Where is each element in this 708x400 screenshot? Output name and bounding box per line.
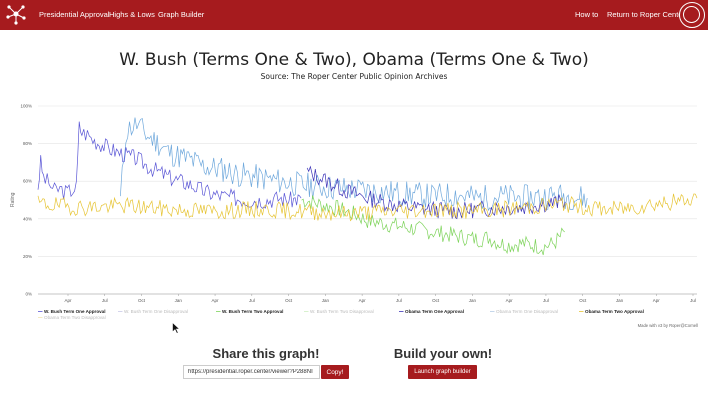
x-tick-label: Oct [432, 298, 440, 303]
navbar: Presidential Approval Highs & Lows Graph… [0, 0, 708, 30]
chart-grid [38, 105, 697, 295]
x-tick-label: Oct [579, 298, 587, 303]
x-tick-label: Jan [175, 298, 183, 303]
y-axis-labels: 0% 20% 40% 60% 80% 100% [20, 104, 32, 297]
build-heading: Build your own! [393, 346, 493, 361]
legend-item[interactable]: Obama Term One Approval [405, 309, 464, 314]
x-tick-label: Jul [690, 298, 696, 303]
cornell-seal-icon[interactable] [679, 2, 705, 28]
chart-legend: W. Bush Term One Approval W. Bush Term On… [38, 309, 644, 320]
x-axis-labels: Apr Jul Oct Jan Apr Jul Oct Jan Apr Jul Oct Jan Apr J… [64, 294, 696, 303]
chart-credit: Made with v3 by Roper@Cornell [638, 323, 698, 328]
x-tick-label: Apr [506, 298, 514, 303]
legend-item[interactable]: W. Bush Term One Approval [44, 309, 106, 314]
share-url-input[interactable] [183, 365, 320, 379]
series-line-0 [37, 121, 302, 210]
chart-series [37, 117, 698, 256]
x-tick-label: Apr [359, 298, 367, 303]
page-title: W. Bush (Terms One & Two), Obama (Terms … [119, 50, 589, 70]
x-tick-label: Apr [212, 298, 220, 303]
x-tick-label: Jul [396, 298, 402, 303]
y-axis-label: Rating [10, 192, 16, 207]
series-line-6 [37, 193, 698, 222]
approval-chart: 0%20%40%60%80%100% Rating Apr Jul Oct Jan Ap… [10, 104, 698, 329]
launch-graph-builder-button[interactable]: Launch graph builder [408, 365, 477, 379]
x-tick-label: Jan [616, 298, 624, 303]
x-tick-label: Jan [322, 298, 330, 303]
y-tick-label: 40% [23, 216, 32, 221]
x-tick-label: Oct [138, 298, 146, 303]
x-tick-label: Jul [102, 298, 108, 303]
legend-item[interactable]: Obama Term Two Disapproval [44, 315, 106, 320]
mouse-cursor-icon [172, 322, 180, 334]
nav-how-to[interactable]: How to [575, 10, 599, 19]
roper-logo-icon[interactable] [5, 3, 27, 25]
nav-presidential-approval[interactable]: Presidential Approval [39, 10, 110, 19]
y-tick-label: 80% [23, 141, 32, 146]
legend-item[interactable]: Obama Term Two Approval [585, 309, 644, 314]
nav-graph-builder[interactable]: Graph Builder [158, 10, 205, 19]
legend-item[interactable]: W. Bush Term Two Disapproval [310, 309, 374, 314]
page-subtitle: Source: The Roper Center Public Opinion … [260, 72, 448, 81]
nav-highs-lows[interactable]: Highs & Lows [109, 10, 155, 19]
x-tick-label: Jan [469, 298, 477, 303]
y-tick-label: 20% [23, 254, 32, 259]
x-tick-label: Apr [64, 298, 72, 303]
y-tick-label: 100% [20, 104, 32, 109]
y-tick-label: 0% [25, 292, 32, 297]
legend-item[interactable]: W. Bush Term One Disapproval [124, 309, 188, 314]
nav-return-to-roper[interactable]: Return to Roper Center [607, 10, 685, 19]
series-line-light-blue [120, 117, 588, 212]
x-tick-label: Jul [249, 298, 255, 303]
x-tick-label: Jul [543, 298, 549, 303]
legend-item[interactable]: Obama Term One Disapproval [496, 309, 558, 314]
copy-button[interactable]: Copy! [321, 365, 349, 379]
series-line-4 [306, 165, 566, 220]
y-tick-label: 60% [23, 179, 32, 184]
share-heading: Share this graph! [212, 346, 320, 361]
x-tick-label: Apr [653, 298, 661, 303]
x-tick-label: Oct [285, 298, 293, 303]
legend-item[interactable]: W. Bush Term Two Approval [222, 309, 283, 314]
series-line-2 [301, 195, 565, 256]
